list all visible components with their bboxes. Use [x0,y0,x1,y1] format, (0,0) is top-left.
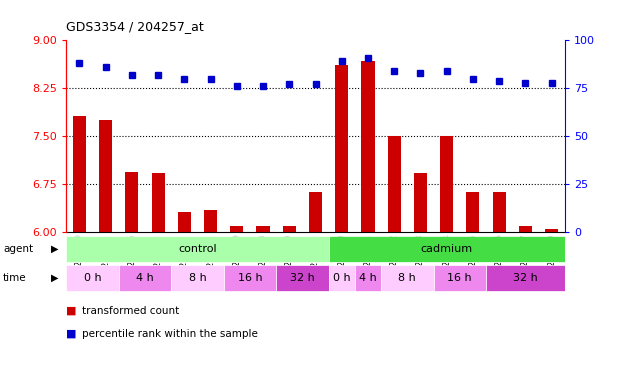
Bar [73,116,86,232]
Bar [387,136,401,232]
Text: ■: ■ [66,306,80,316]
Bar [486,265,565,291]
Text: 32 h: 32 h [513,273,538,283]
Text: time: time [3,273,27,283]
Bar [119,265,171,291]
Bar [381,265,433,291]
Text: cadmium: cadmium [421,243,473,254]
Bar [283,226,296,232]
Bar [126,172,138,232]
Bar [151,173,165,232]
Bar [545,229,558,232]
Bar [309,192,322,232]
Text: 8 h: 8 h [398,273,416,283]
Bar [362,61,375,232]
Text: 4 h: 4 h [136,273,154,283]
Bar [99,120,112,232]
Bar [66,265,119,291]
Bar [276,265,329,291]
Text: 4 h: 4 h [359,273,377,283]
Bar [355,265,381,291]
Text: agent: agent [3,243,33,254]
Bar [519,226,532,232]
Bar [66,236,329,262]
Bar [329,265,355,291]
Text: 0 h: 0 h [333,273,351,283]
Bar [329,236,565,262]
Text: 0 h: 0 h [84,273,102,283]
Text: 32 h: 32 h [290,273,315,283]
Bar [466,192,480,232]
Text: transformed count: transformed count [82,306,179,316]
Text: GDS3354 / 204257_at: GDS3354 / 204257_at [66,20,204,33]
Bar [335,65,348,232]
Bar [433,265,486,291]
Text: 16 h: 16 h [447,273,472,283]
Text: ▶: ▶ [51,273,59,283]
Text: percentile rank within the sample: percentile rank within the sample [82,329,258,339]
Bar [230,226,244,232]
Bar [223,265,276,291]
Bar [493,192,505,232]
Bar [171,265,223,291]
Text: ▶: ▶ [51,243,59,254]
Text: control: control [178,243,217,254]
Bar [414,173,427,232]
Bar [256,226,269,232]
Text: ■: ■ [66,329,80,339]
Text: 16 h: 16 h [238,273,262,283]
Bar [178,212,191,232]
Text: 8 h: 8 h [189,273,206,283]
Bar [204,210,217,232]
Bar [440,136,453,232]
